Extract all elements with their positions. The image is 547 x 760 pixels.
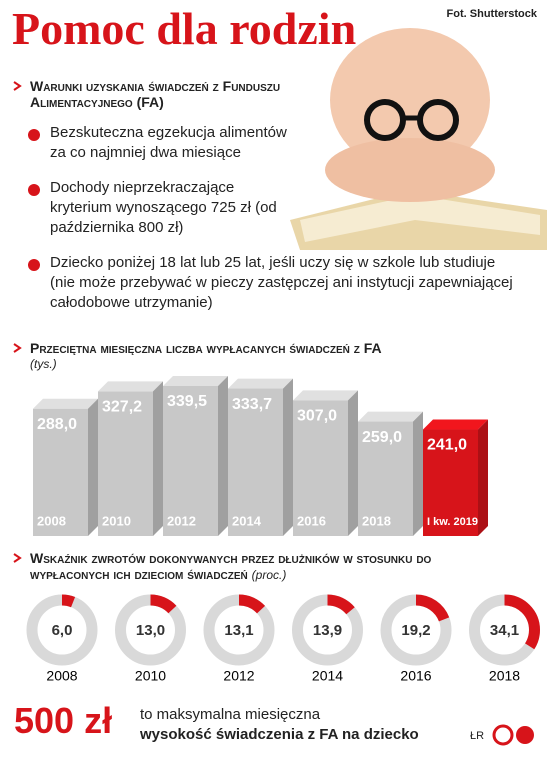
- bar-top: [358, 411, 423, 422]
- value-label: 333,7: [232, 396, 272, 413]
- donut-chart: 6,0 2008 13,0 2010 13,1 2012 13,9 2014 19,2 2016 3…: [26, 594, 540, 684]
- footer-text: to maksymalna miesięczna: [140, 706, 321, 723]
- bar-side: [413, 411, 423, 536]
- bar-top: [423, 419, 488, 430]
- section-heading: Warunki uzyskania świadczeń z Funduszu A…: [30, 78, 281, 110]
- value-label: 19,2: [401, 622, 430, 639]
- donut-segment: [26, 594, 98, 666]
- donut-segment: [469, 594, 540, 666]
- logo: [492, 724, 534, 746]
- category-label: 2016: [400, 668, 431, 684]
- bar-side: [283, 378, 293, 536]
- marker: [13, 81, 22, 91]
- marker: [13, 343, 22, 353]
- baby-photo: [290, 28, 547, 250]
- amount: 500 zł: [14, 700, 113, 741]
- category-label: 2016: [297, 513, 326, 528]
- donut-segment: [115, 594, 186, 666]
- bar: [293, 400, 348, 536]
- bar-side: [88, 398, 98, 536]
- value-label: 339,5: [167, 393, 207, 410]
- marker: [13, 553, 22, 563]
- category-label: 2010: [102, 513, 131, 528]
- chart-title: Przeciętna miesięczna liczba wypłacanych…: [30, 340, 382, 356]
- category-label: 2014: [232, 513, 262, 528]
- bar: [163, 386, 218, 536]
- category-label: 2018: [489, 668, 520, 684]
- bar-top: [293, 390, 358, 401]
- bar-side: [218, 376, 228, 536]
- category-label: 2010: [135, 668, 166, 684]
- bar-top: [33, 398, 98, 409]
- donut-segment: [292, 594, 363, 666]
- value-label: 13,9: [313, 622, 342, 639]
- bar: [228, 388, 283, 536]
- donut-segment: [203, 594, 275, 666]
- bar-side: [478, 419, 488, 536]
- bar: [33, 408, 88, 536]
- chart-title-text: Wskaźnik zwrotów dokonywanych przez dłuż…: [30, 550, 432, 582]
- category-label: 2012: [167, 513, 196, 528]
- photo-credit: Fot. Shutterstock: [446, 8, 537, 20]
- value-label: 34,1: [490, 622, 519, 639]
- category-label: 2008: [37, 513, 66, 528]
- title: Pomoc dla rodzin: [12, 3, 357, 54]
- bar-side: [153, 381, 163, 536]
- chart-title: Wskaźnik zwrotów dokonywanych przez dłuż…: [30, 550, 500, 583]
- author: ŁR: [470, 730, 485, 742]
- bullet: [28, 129, 40, 141]
- value-label: 259,0: [362, 429, 402, 446]
- footer-text: wysokość świadczenia z FA na dziecko: [140, 726, 419, 743]
- bar: [358, 421, 413, 536]
- value-label: 327,2: [102, 399, 142, 416]
- category-label: 2018: [362, 513, 391, 528]
- value-label: 13,1: [224, 622, 253, 639]
- bar-chart: 288,0 2008 327,2 2010 339,5 2012 333,7 2014 307,…: [33, 376, 488, 536]
- value-label: 288,0: [37, 416, 77, 433]
- category-label: 2012: [223, 668, 254, 684]
- bar-side: [348, 390, 358, 536]
- bullet: [28, 184, 40, 196]
- condition: Dochody nieprzekraczające kryterium wyno…: [50, 179, 277, 236]
- category-label: I kw. 2019: [427, 516, 478, 528]
- chart-subtitle: (proc.): [251, 568, 287, 582]
- chart-subtitle: (tys.): [30, 357, 57, 371]
- value-label: 241,0: [427, 437, 467, 454]
- bar: [98, 391, 153, 536]
- condition: Dziecko poniżej 18 lat lub 25 lat, jeśli…: [50, 254, 513, 311]
- bar-top: [98, 381, 163, 392]
- bullet: [28, 259, 40, 271]
- value-label: 6,0: [52, 622, 73, 639]
- category-label: 2008: [46, 668, 77, 684]
- donut-segment: [380, 594, 452, 666]
- category-label: 2014: [312, 668, 343, 684]
- condition: Bezskuteczna egzekucja alimentów za co n…: [50, 124, 287, 161]
- bar-top: [163, 376, 228, 386]
- bar-top: [228, 378, 293, 389]
- value-label: 13,0: [136, 622, 165, 639]
- bar: [423, 429, 478, 536]
- value-label: 307,0: [297, 408, 337, 425]
